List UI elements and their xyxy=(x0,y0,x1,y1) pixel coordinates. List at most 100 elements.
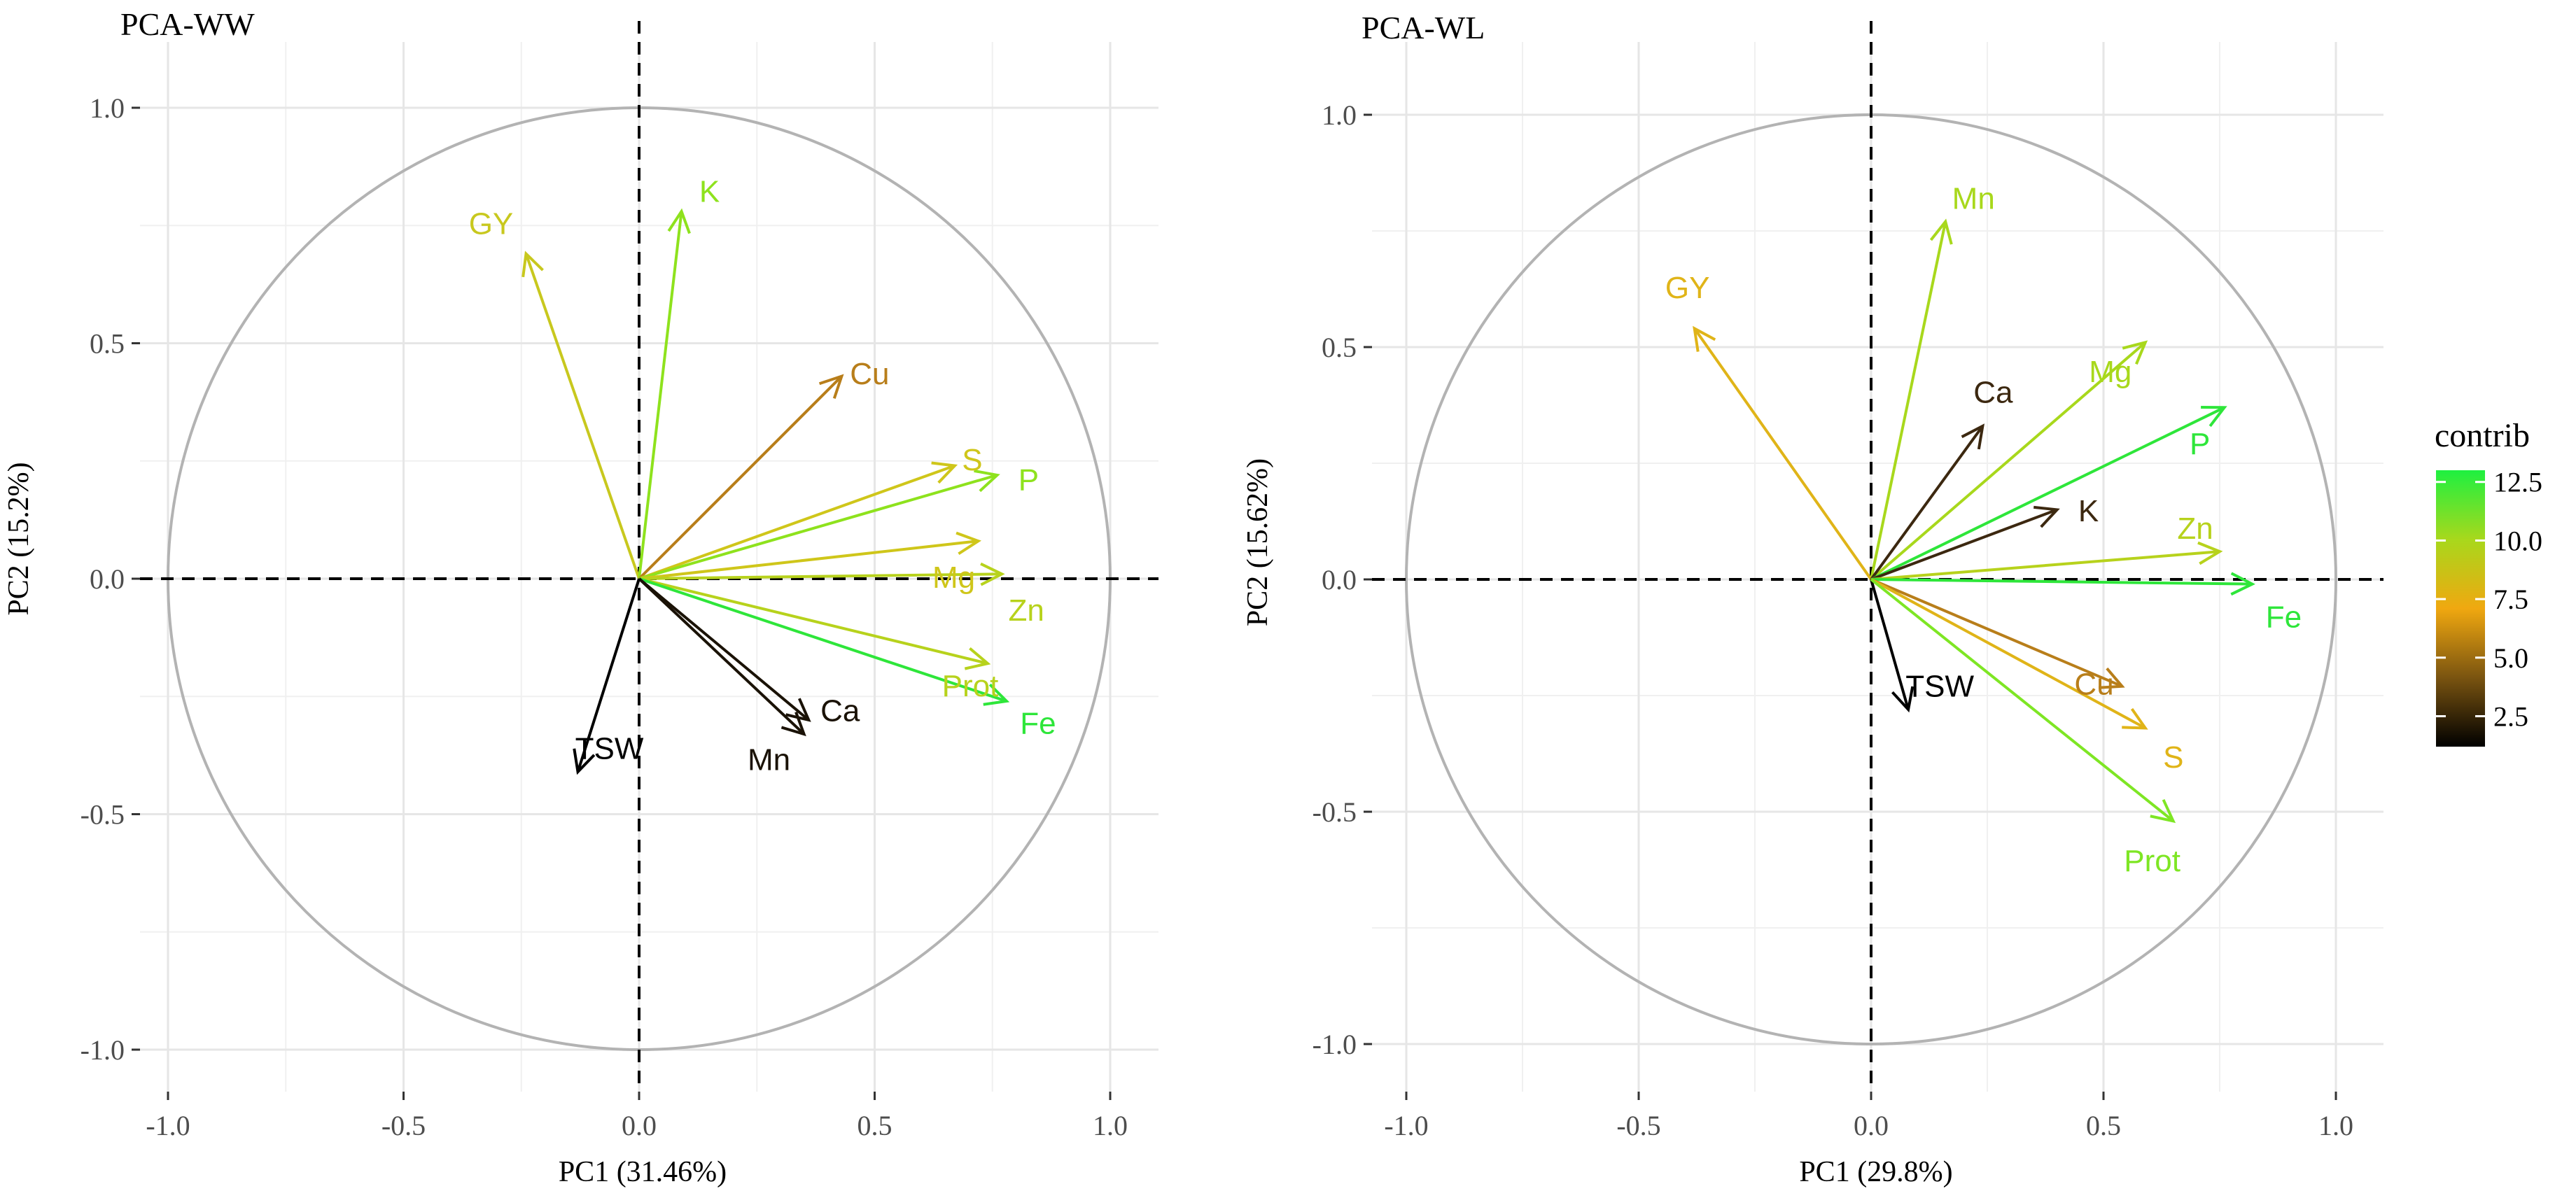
variable-label-prot: Prot xyxy=(942,669,999,703)
y-tick-label: 1.0 xyxy=(1322,99,1357,131)
x-tick-label: 0.0 xyxy=(622,1110,657,1141)
y-tick-label: 0.5 xyxy=(90,328,125,360)
legend-title: contrib xyxy=(2435,417,2530,454)
x-axis-label: PC1 (29.8%) xyxy=(1799,1156,1952,1188)
arrow-s xyxy=(1870,578,2148,730)
arrow-zn xyxy=(1870,541,2223,581)
arrow-head xyxy=(2201,405,2227,428)
arrow-shaft xyxy=(638,577,805,735)
legend-tick-label: 5.0 xyxy=(2493,642,2528,674)
y-axis-label: PC2 (15.62%) xyxy=(1242,458,1274,626)
y-tick-label: 1.0 xyxy=(90,92,125,124)
x-axis-ticks: -1.0 -0.5 0.0 0.5 1.0 xyxy=(146,1092,1128,1141)
zero-lines xyxy=(1372,21,2384,1092)
arrow-head xyxy=(522,251,544,278)
y-tick-label: 0.5 xyxy=(1322,332,1357,363)
variable-label-ca: Ca xyxy=(1973,376,2013,410)
chart-title: PCA-WL xyxy=(1362,10,1485,45)
arrow-shaft xyxy=(1870,341,2147,581)
arrow-shaft xyxy=(1870,578,2174,822)
arrow-p xyxy=(638,469,1000,580)
y-axis-label: PC2 (15.2%) xyxy=(3,462,35,615)
zero-lines xyxy=(140,21,1158,1092)
arrow-prot xyxy=(1870,578,2176,824)
arrow-head xyxy=(1961,423,1984,450)
arrow-ca xyxy=(1870,423,1984,581)
legend-tick-label: 10.0 xyxy=(2493,525,2542,556)
variable-label-s: S xyxy=(2163,740,2183,775)
variable-label-tsw: TSW xyxy=(575,732,644,766)
variable-label-ca: Ca xyxy=(820,694,860,728)
variable-label-cu: Cu xyxy=(2074,667,2113,701)
variable-arrows xyxy=(1693,218,2255,824)
panel-pca-wl: PCA-WL Mn GY Mg Ca P K Zn Fe Cu S TSW Prot -1.0 -0.5… xyxy=(1242,10,2384,1188)
arrow-shaft xyxy=(638,572,1002,580)
arrow-head xyxy=(785,698,811,722)
arrow-mn xyxy=(1870,218,1953,580)
y-tick-label: -0.5 xyxy=(1312,796,1357,828)
x-tick-label: 1.0 xyxy=(2318,1110,2353,1141)
variable-label-mn: Mn xyxy=(748,743,790,777)
x-tick-label: -1.0 xyxy=(146,1110,190,1141)
arrow-mg xyxy=(638,531,982,580)
variable-label-zn: Zn xyxy=(2177,512,2213,546)
variable-label-mg: Mg xyxy=(2089,355,2132,389)
variable-label-s: S xyxy=(962,443,982,477)
chart-title: PCA-WW xyxy=(120,6,255,42)
x-tick-label: -0.5 xyxy=(382,1110,426,1141)
arrow-shaft xyxy=(1870,579,1910,710)
variable-label-k: K xyxy=(699,175,720,209)
arrow-head xyxy=(2098,667,2125,689)
arrow-head xyxy=(1891,686,1914,713)
arrow-head xyxy=(1929,218,1953,245)
arrow-head xyxy=(2197,541,2223,565)
variable-label-cu: Cu xyxy=(850,357,889,391)
y-tick-label: -0.5 xyxy=(80,799,125,831)
arrow-shaft xyxy=(1870,508,2058,581)
arrow-cu xyxy=(1870,578,2125,689)
arrow-tsw xyxy=(1870,579,1914,713)
arrow-s xyxy=(638,461,958,580)
gridlines xyxy=(1372,42,2384,1092)
variable-label-mn: Mn xyxy=(1952,181,1995,216)
variable-label-fe: Fe xyxy=(2266,600,2302,634)
arrow-fe xyxy=(638,577,1010,706)
panel-pca-ww: PCA-WW GY K Cu S P Mg Zn Prot Fe Ca Mn TSW -1.0 -0.5… xyxy=(3,6,1158,1188)
variable-label-p: P xyxy=(2190,427,2210,461)
arrow-tsw xyxy=(573,578,640,775)
arrow-shaft xyxy=(1870,406,2225,581)
x-axis-ticks: -1.0 -0.5 0.0 0.5 1.0 xyxy=(1384,1092,2353,1141)
arrow-head xyxy=(818,374,844,400)
arrow-shaft xyxy=(638,577,810,721)
variable-label-k: K xyxy=(2078,494,2099,528)
arrow-mg xyxy=(1870,340,2148,581)
arrow-head xyxy=(2122,707,2148,730)
variable-label-gy: GY xyxy=(469,206,514,241)
arrow-head xyxy=(980,562,1005,586)
variable-label-mg: Mg xyxy=(932,561,975,595)
arrow-shaft xyxy=(1870,578,2146,730)
arrow-shaft xyxy=(1870,550,2220,581)
variable-label-p: P xyxy=(1018,463,1039,498)
legend-ticks: 12.5 10.0 7.5 5.0 2.5 xyxy=(2436,467,2542,732)
arrow-shaft xyxy=(576,578,640,773)
legend-tick-label: 12.5 xyxy=(2493,467,2542,498)
legend-tick-label: 2.5 xyxy=(2493,700,2528,732)
variable-label-zn: Zn xyxy=(1009,593,1044,628)
arrow-shaft xyxy=(638,375,843,580)
variable-label-fe: Fe xyxy=(1020,707,1056,741)
arrow-zn xyxy=(638,562,1005,586)
arrow-p xyxy=(1870,405,2227,581)
arrow-shaft xyxy=(524,253,640,579)
arrow-fe xyxy=(1870,572,2255,596)
contrib-legend: contrib 12.5 10.0 7.5 5.0 2.5 xyxy=(2435,417,2542,747)
y-axis-ticks: -1.0 -0.5 0.0 0.5 1.0 xyxy=(80,92,140,1066)
arrow-head xyxy=(667,208,691,234)
y-tick-label: 0.0 xyxy=(1322,564,1357,596)
arrow-shaft xyxy=(638,211,683,579)
variable-arrows xyxy=(522,208,1010,775)
legend-tick-label: 7.5 xyxy=(2493,584,2528,615)
arrow-mn xyxy=(638,577,806,737)
